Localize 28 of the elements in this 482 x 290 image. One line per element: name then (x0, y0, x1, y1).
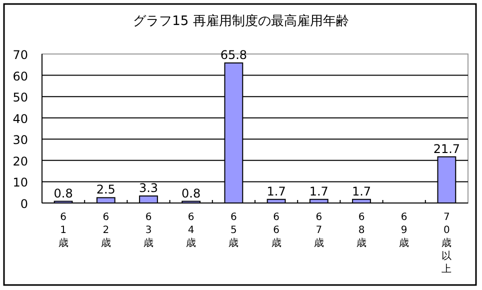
x-tick-label: 61歳 (58, 212, 68, 249)
y-tick-label: 70 (12, 48, 28, 62)
y-tick-label: 0 (20, 197, 28, 211)
data-label: 1.7 (352, 184, 372, 198)
y-tick-label: 50 (12, 90, 28, 105)
x-tick-label: 67歳 (314, 212, 324, 249)
x-tick-label: 70歳以上 (442, 212, 452, 275)
data-label: 2.5 (96, 182, 116, 197)
data-label: 3.3 (138, 180, 158, 195)
y-tick-label: 10 (12, 176, 28, 190)
y-tick-label: 20 (12, 154, 28, 168)
data-label: 0.8 (182, 186, 201, 200)
y-tick-label: 30 (12, 133, 28, 148)
x-tick-label: 68歳 (356, 212, 366, 249)
chart-title: グラフ15 再雇用制度の最高雇用年齢 (133, 13, 349, 29)
data-label: 0.8 (54, 186, 73, 200)
y-tick-label: 60 (12, 69, 28, 84)
x-tick-label: 66歳 (271, 212, 282, 249)
y-tick-label: 40 (12, 112, 28, 126)
data-label: 1.7 (309, 184, 328, 198)
data-label: 65.8 (220, 48, 248, 62)
x-tick-label: 65歳 (228, 212, 239, 249)
x-tick-label: 64歳 (186, 212, 196, 249)
x-tick-label: 69歳 (399, 212, 410, 249)
data-label: 21.7 (433, 142, 460, 156)
x-tick-label: 62歳 (100, 212, 111, 249)
data-label: 1.7 (266, 184, 286, 198)
x-tick-label: 63歳 (144, 212, 154, 249)
